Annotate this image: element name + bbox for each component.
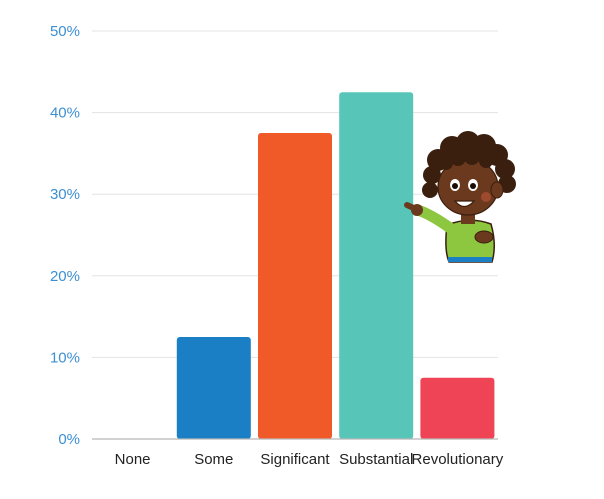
bar-some [176, 337, 251, 439]
x-tick-label: Substantial [339, 451, 413, 468]
boy-hand [474, 230, 494, 244]
boy-pointing-arm [412, 204, 456, 234]
boy-hair [422, 131, 516, 198]
boy-cheek [481, 192, 491, 202]
boy-hair-fringe [439, 149, 493, 170]
bars [176, 92, 495, 439]
x-axis-ticks: None Some Significant SubstantialRevolution… [115, 451, 504, 468]
y-tick-label: 20% [50, 268, 80, 285]
boy-ear [490, 181, 504, 199]
x-tick-label: Some [194, 451, 233, 468]
y-tick-label: 10% [50, 349, 80, 366]
y-tick-label: 50% [50, 23, 80, 40]
y-axis-ticks: 0% 10% 20% 30% 40% 50% [50, 23, 80, 448]
bar-significant [258, 133, 332, 439]
y-tick-label: 30% [50, 186, 80, 203]
x-tick-label: None [115, 451, 151, 468]
x-tick-label: Significant [260, 451, 330, 468]
boy-smile [453, 200, 476, 208]
x-tick-label: Revolutionary [412, 451, 504, 468]
bar-revolutionary [420, 377, 495, 439]
y-tick-label: 40% [50, 105, 80, 122]
cartoon-boy-pointing-icon [404, 131, 516, 263]
bar-substantial [339, 92, 414, 439]
y-tick-label: 0% [58, 431, 80, 448]
boy-shirt-hem [448, 257, 492, 262]
